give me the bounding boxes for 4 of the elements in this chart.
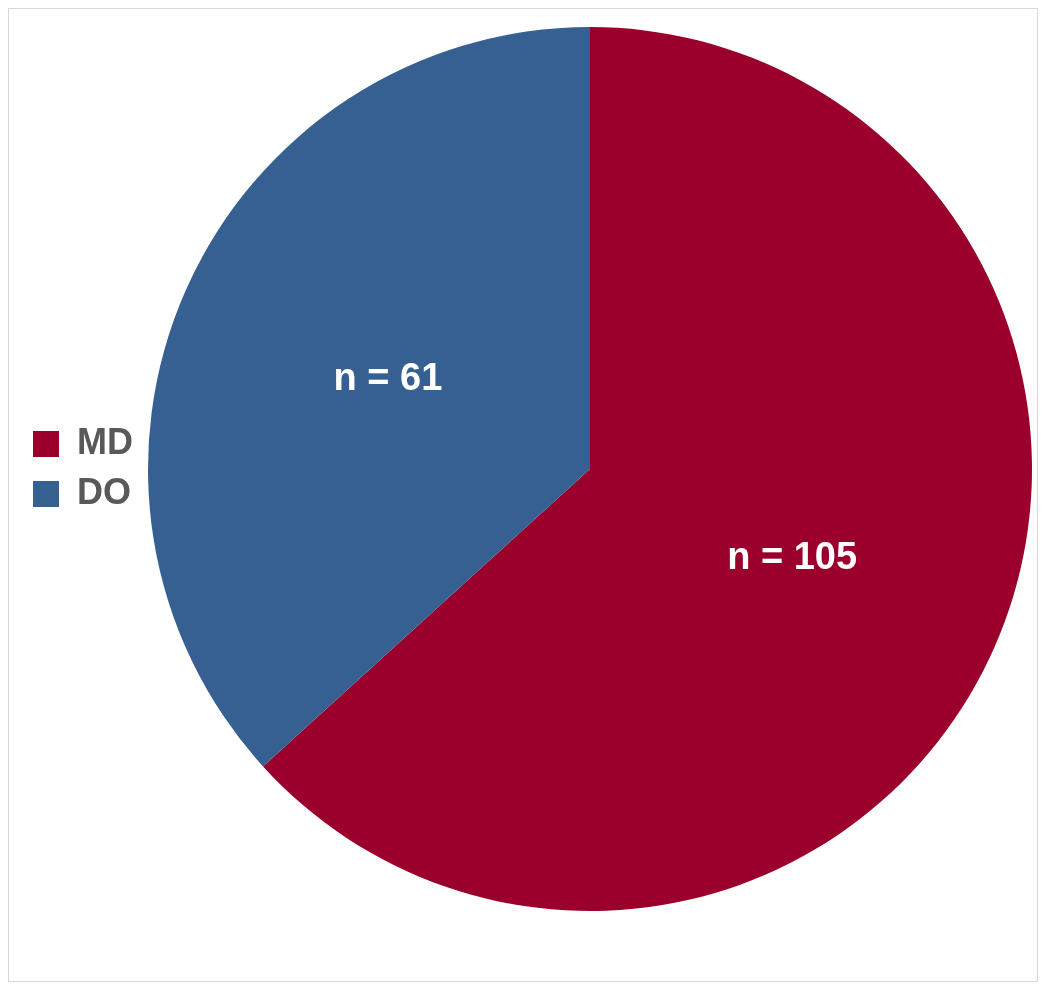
legend-label: DO (77, 470, 131, 512)
data-label: n = 105 (727, 534, 858, 577)
data-label: n = 61 (333, 356, 443, 399)
legend-label: MD (77, 420, 133, 462)
